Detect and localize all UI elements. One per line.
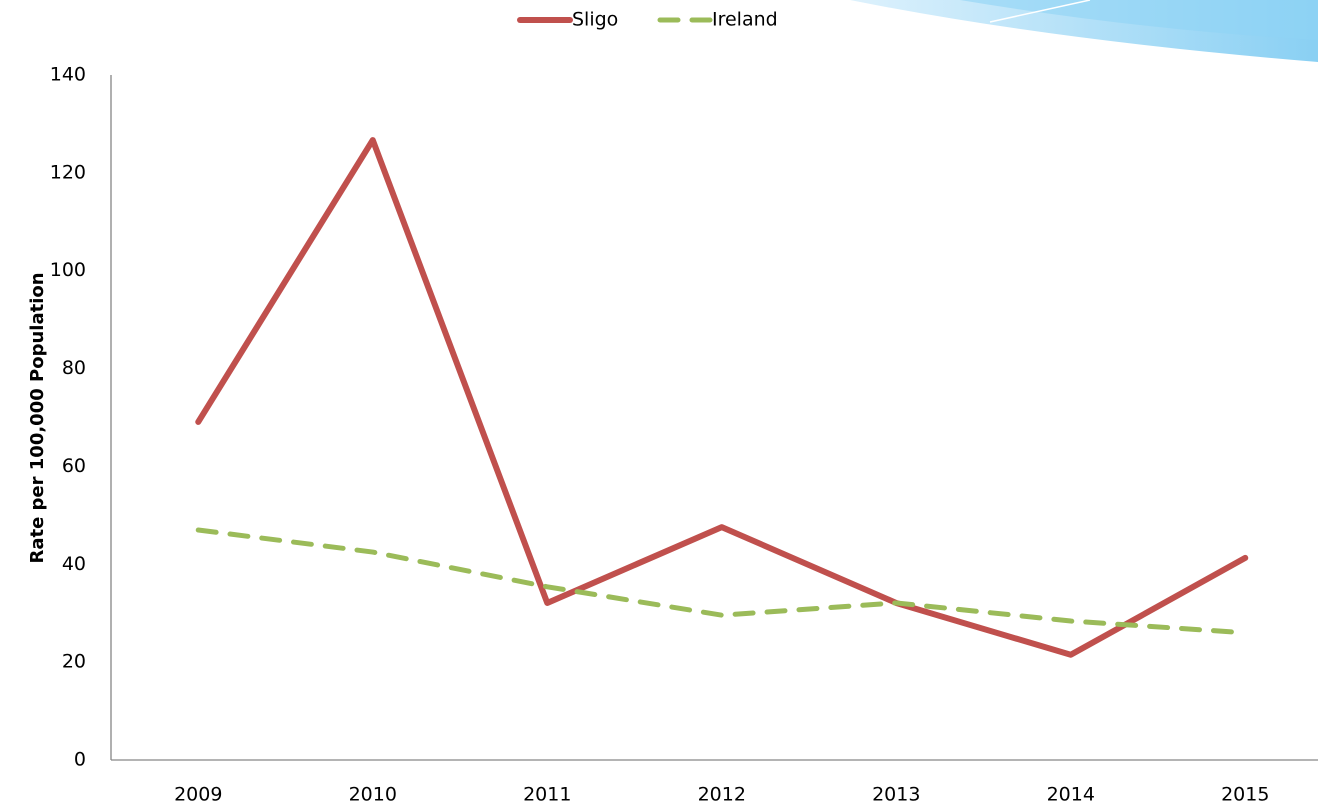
y-tick-label: 120 <box>50 161 86 183</box>
y-tick-label: 100 <box>50 259 86 281</box>
series-line <box>198 140 1245 655</box>
y-tick-label: 60 <box>62 455 86 477</box>
y-axis-title: Rate per 100,000 Population <box>27 272 48 563</box>
x-tick-label: 2012 <box>698 784 746 806</box>
y-tick-label: 80 <box>62 357 86 379</box>
series-line <box>198 530 1245 633</box>
x-tick-label: 2013 <box>872 784 920 806</box>
y-tick-label: 40 <box>62 553 86 575</box>
chart: Rate per 100,000 Population 0 20 40 60 80 100… <box>0 0 1318 807</box>
legend-label: Ireland <box>712 9 778 31</box>
y-tick-label: 0 <box>74 749 86 771</box>
x-tick-label: 2014 <box>1047 784 1095 806</box>
x-tick-label: 2009 <box>174 784 222 806</box>
y-tick-label: 140 <box>50 64 86 86</box>
x-tick-label: 2010 <box>349 784 397 806</box>
x-tick-label: 2011 <box>523 784 571 806</box>
legend-label: Sligo <box>572 9 618 31</box>
y-tick-label: 20 <box>62 651 86 673</box>
x-tick-label: 2015 <box>1221 784 1269 806</box>
